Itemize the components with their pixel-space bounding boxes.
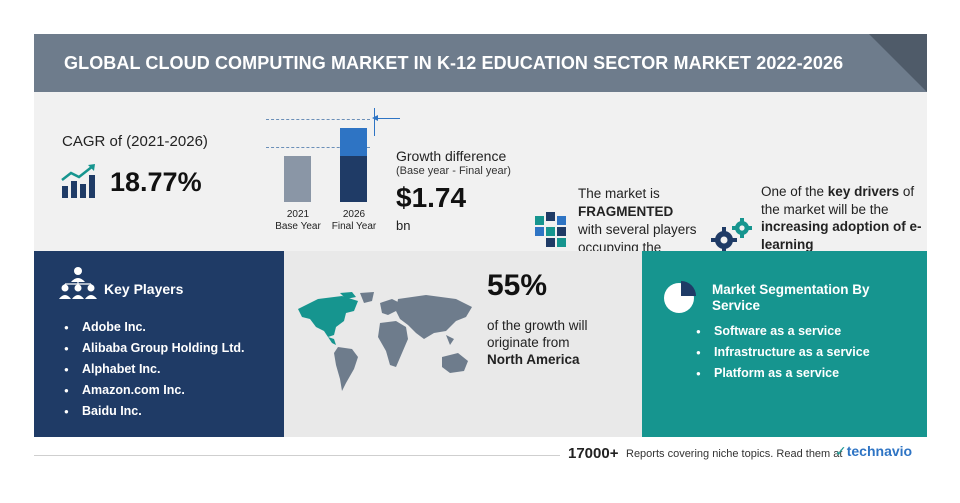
page-title: GLOBAL CLOUD COMPUTING MARKET IN K-12 ED… [64,53,844,73]
list-item: Alibaba Group Holding Ltd. [64,338,244,359]
fragmented-blocks-icon [535,212,571,253]
key-driver: increasing adoption of e-learning [761,219,922,252]
growth-unit: bn [396,218,411,233]
summary-band: CAGR of (2021-2026) 18.77% 2021 Base Yea [34,92,927,273]
growth-subtitle: (Base year - Final year) [396,165,511,177]
growth-title: Growth difference [396,148,507,164]
base-year-bar [284,156,311,202]
logo-text: technavio [846,443,913,459]
growth-bars: 2021 Base Year 2026 Final Year [266,104,406,244]
key-driver-text: One of the key drivers of the market wil… [761,184,922,252]
base-year-label: Base Year [275,221,321,232]
list-item: Amazon.com Inc. [64,380,244,401]
fragmented-label: FRAGMENTED [578,204,674,219]
gears-icon [710,218,754,259]
growth-chart-icon [60,164,100,205]
list-item: Infrastructure as a service [696,342,870,363]
growth-increment-bar [340,128,367,156]
list-item: Software as a service [696,321,870,342]
report-count: 17000+ [568,445,619,462]
list-item: Alphabet Inc. [64,359,244,380]
footer-divider [34,455,560,456]
key-players-list: Adobe Inc. Alibaba Group Holding Ltd. Al… [64,317,244,422]
region-panel: 55% of the growth will originate from No… [284,251,642,437]
final-year: 2026 [342,209,366,220]
pie-chart-icon [662,279,698,320]
world-map-icon [296,291,476,406]
final-year-bar [340,156,367,202]
footer-text: Reports covering niche topics. Read them… [626,448,843,460]
cagr-value: 18.77% [110,167,202,197]
segmentation-title: Market Segmentation By Service [712,282,870,313]
key-players-title: Key Players [104,281,184,297]
technavio-logo[interactable]: ✓technavio [835,443,912,460]
list-item: Adobe Inc. [64,317,244,338]
region-growth-text: of the growth will originate from North … [487,318,588,367]
list-item: Baidu Inc. [64,401,244,422]
final-year-label: Final Year [331,221,377,232]
logo-check-icon: ✓ [835,443,847,459]
region-name: North America [487,352,580,367]
people-network-icon [58,266,98,309]
key-players-panel: Key Players Adobe Inc. Alibaba Group Hol… [34,251,284,437]
segmentation-list: Software as a service Infrastructure as … [696,321,870,384]
region-growth-percent: 55% [487,269,548,302]
base-year: 2021 [286,209,310,220]
infographic: GLOBAL CLOUD COMPUTING MARKET IN K-12 ED… [34,34,927,437]
header-banner: GLOBAL CLOUD COMPUTING MARKET IN K-12 ED… [34,34,927,92]
cagr-label: CAGR of (2021-2026) [62,133,208,150]
growth-value: $1.74 [396,182,467,213]
list-item: Platform as a service [696,363,870,384]
segmentation-panel: Market Segmentation By Service Software … [642,251,927,437]
